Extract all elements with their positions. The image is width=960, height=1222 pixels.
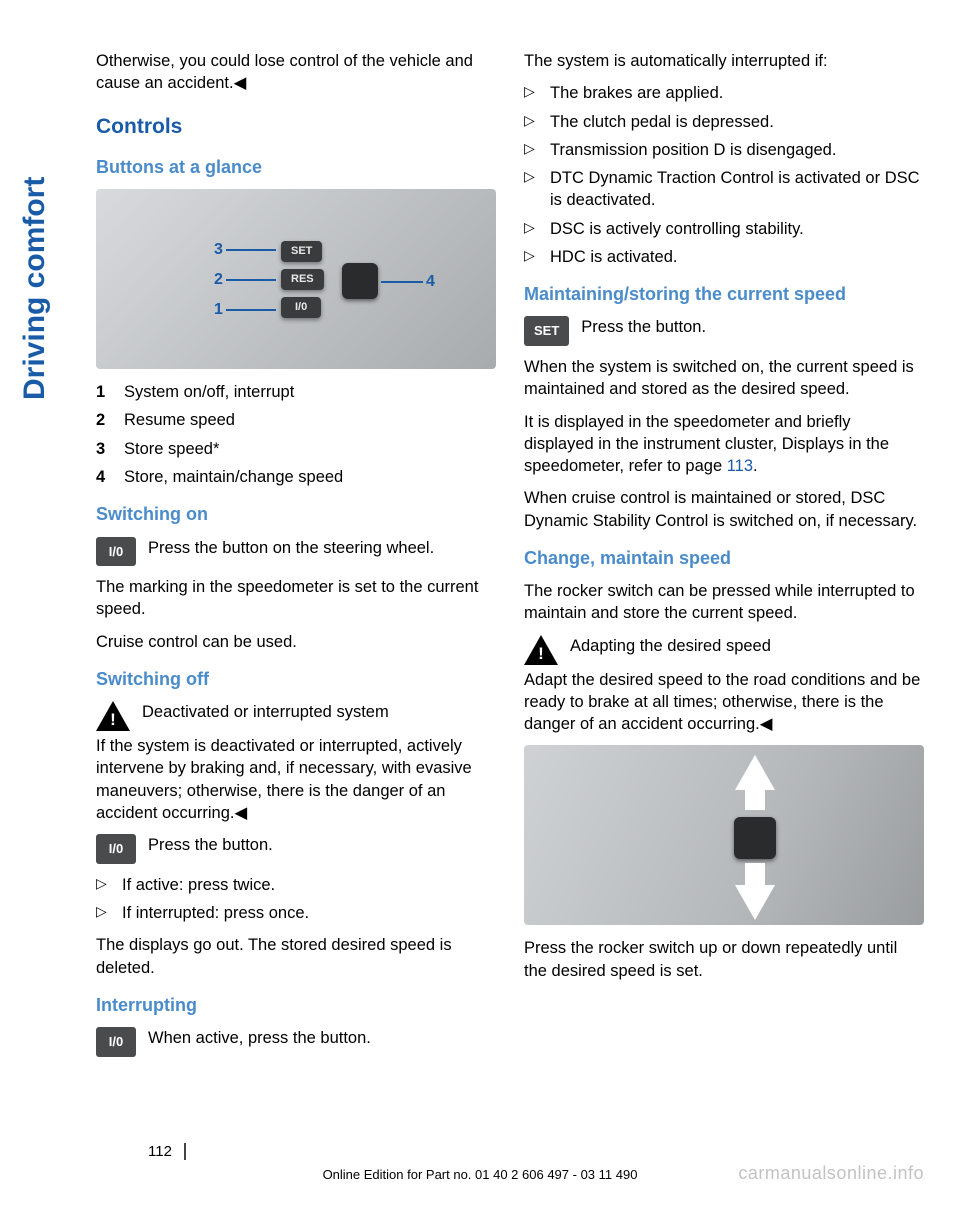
- arrow-up-icon: [735, 755, 775, 790]
- bullet-text: HDC is activated.: [550, 246, 677, 268]
- off-press: Press the button.: [148, 834, 496, 864]
- figure-buttons: SET RES I/0 3 2 1 4: [96, 189, 496, 369]
- heading-maintaining: Maintaining/storing the current speed: [524, 282, 924, 306]
- heading-switching-on: Switching on: [96, 502, 496, 526]
- list-item: 3Store speed*: [96, 438, 496, 460]
- footer-text: Online Edition for Part no. 01 40 2 606 …: [323, 1167, 638, 1182]
- warning-body: Adapt the desired speed to the road cond…: [524, 669, 924, 736]
- fig-rocker: [342, 263, 378, 299]
- list-item: DTC Dynamic Traction Control is activate…: [524, 167, 924, 212]
- heading-controls: Controls: [96, 113, 496, 141]
- maintain-p2: It is displayed in the speedometer and b…: [524, 411, 924, 478]
- maintain-p1: When the system is switched on, the curr…: [524, 356, 924, 401]
- fig-line: [226, 249, 276, 251]
- bullet-text: DTC Dynamic Traction Control is activate…: [550, 167, 924, 212]
- list-item: Transmission position D is disengaged.: [524, 139, 924, 161]
- io-button-icon: I/0: [96, 834, 136, 864]
- bullet-text: DSC is actively controlling stability.: [550, 218, 804, 240]
- interrupt-bullet-list: The brakes are applied. The clutch pedal…: [524, 82, 924, 268]
- fig-label-1: 1: [214, 299, 223, 321]
- right-intro: The system is automatically interrupted …: [524, 50, 924, 72]
- warning-title: Deactivated or interrupted system: [142, 701, 496, 731]
- fig-label-3: 3: [214, 239, 223, 261]
- button-list: 1System on/off, interrupt 2Resume speed …: [96, 381, 496, 488]
- figure-rocker: [524, 745, 924, 925]
- list-item: 1System on/off, interrupt: [96, 381, 496, 403]
- change-p1: The rocker switch can be pressed while i…: [524, 580, 924, 625]
- io-button-icon: I/0: [96, 537, 136, 567]
- watermark: carmanualsonline.info: [738, 1163, 924, 1184]
- list-item: 4Store, maintain/change speed: [96, 466, 496, 488]
- warning-body: If the system is deactivated or interrup…: [96, 735, 496, 824]
- p2-text: It is displayed in the speedometer and b…: [524, 413, 889, 476]
- list-item: 2Resume speed: [96, 409, 496, 431]
- left-column: Otherwise, you could lose control of the…: [96, 50, 496, 1067]
- list-item: If active: press twice.: [96, 874, 496, 896]
- list-num: 1: [96, 381, 124, 403]
- fig-line: [226, 279, 276, 281]
- icon-row: I/0 Press the button on the steering whe…: [96, 537, 496, 567]
- list-text: Resume speed: [124, 409, 235, 431]
- list-text: Store, maintain/change speed: [124, 466, 343, 488]
- io-button-icon: I/0: [96, 1027, 136, 1057]
- fig-button-io: I/0: [281, 297, 321, 318]
- page-content: Otherwise, you could lose control of the…: [96, 50, 926, 1067]
- list-item: DSC is actively controlling stability.: [524, 218, 924, 240]
- heading-buttons-glance: Buttons at a glance: [96, 155, 496, 179]
- on-paragraph-1: The marking in the speedometer is set to…: [96, 576, 496, 621]
- list-num: 4: [96, 466, 124, 488]
- fig-button-set: SET: [281, 241, 322, 262]
- fig-line: [381, 281, 423, 283]
- side-tab: Driving comfort: [18, 177, 52, 400]
- page-number: 112: [148, 1143, 186, 1160]
- maintain-press: Press the button.: [581, 316, 924, 346]
- bullet-text: If interrupted: press once.: [122, 902, 309, 924]
- icon-row: SET Press the button.: [524, 316, 924, 346]
- warning-icon: [96, 701, 130, 731]
- fig-line: [226, 309, 276, 311]
- icon-row: I/0 When active, press the button.: [96, 1027, 496, 1057]
- p2-tail: .: [753, 457, 758, 475]
- list-item: HDC is activated.: [524, 246, 924, 268]
- list-num: 3: [96, 438, 124, 460]
- list-num: 2: [96, 409, 124, 431]
- list-text: System on/off, interrupt: [124, 381, 294, 403]
- off-bullet-list: If active: press twice. If interrupted: …: [96, 874, 496, 925]
- list-text: Store speed*: [124, 438, 219, 460]
- warning-title: Adapting the desired speed: [570, 635, 924, 665]
- fig-label-2: 2: [214, 269, 223, 291]
- right-column: The system is automatically interrupted …: [524, 50, 924, 1067]
- icon-row: I/0 Press the button.: [96, 834, 496, 864]
- fig-button-res: RES: [281, 269, 324, 290]
- bullet-text: The clutch pedal is depressed.: [550, 111, 774, 133]
- intro-text: Otherwise, you could lose control of the…: [96, 50, 496, 95]
- list-item: The clutch pedal is depressed.: [524, 111, 924, 133]
- bullet-text: Transmission position D is disengaged.: [550, 139, 836, 161]
- warning-row: Deactivated or interrupted system: [96, 701, 496, 731]
- arrow-down-icon: [735, 885, 775, 920]
- fig-label-4: 4: [426, 271, 435, 293]
- warning-row: Adapting the desired speed: [524, 635, 924, 665]
- set-button-icon: SET: [524, 316, 569, 346]
- heading-interrupting: Interrupting: [96, 993, 496, 1017]
- bullet-text: The brakes are applied.: [550, 82, 723, 104]
- maintain-p3: When cruise control is maintained or sto…: [524, 487, 924, 532]
- fig-rocker: [734, 817, 776, 859]
- interrupt-text: When active, press the button.: [148, 1027, 496, 1057]
- list-item: If interrupted: press once.: [96, 902, 496, 924]
- heading-change-speed: Change, maintain speed: [524, 546, 924, 570]
- list-item: The brakes are applied.: [524, 82, 924, 104]
- on-instruction: Press the button on the steering wheel.: [148, 537, 496, 567]
- warning-icon: [524, 635, 558, 665]
- bullet-text: If active: press twice.: [122, 874, 275, 896]
- page-link-113[interactable]: 113: [727, 457, 753, 475]
- on-paragraph-2: Cruise control can be used.: [96, 631, 496, 653]
- change-p2: Press the rocker switch up or down repea…: [524, 937, 924, 982]
- heading-switching-off: Switching off: [96, 667, 496, 691]
- off-paragraph: The displays go out. The stored desired …: [96, 934, 496, 979]
